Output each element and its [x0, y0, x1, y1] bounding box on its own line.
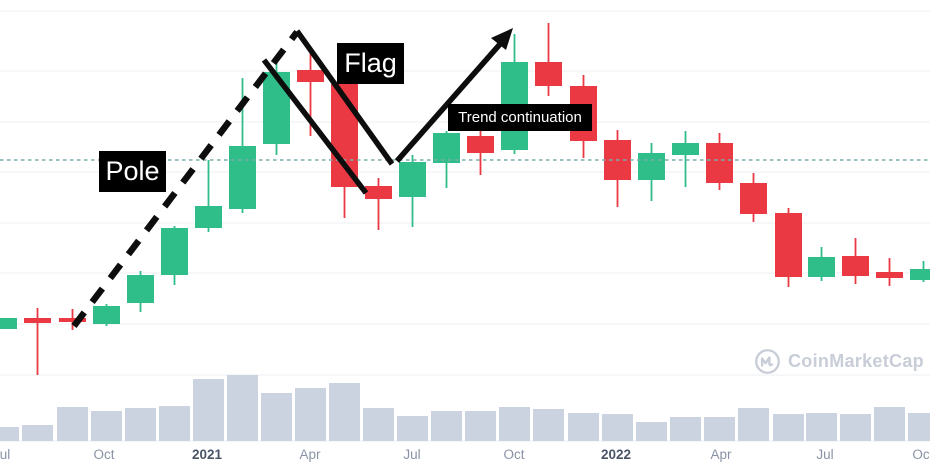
- volume-bar: [227, 375, 258, 441]
- trend-arrow-head: [491, 28, 513, 50]
- candle-body: [775, 213, 802, 277]
- volume-bar: [602, 414, 633, 441]
- volume-bar: [261, 393, 292, 441]
- x-axis-label: Jul: [403, 447, 420, 462]
- candle-body: [365, 186, 392, 199]
- x-axis-label: ul: [0, 447, 10, 462]
- coinmarketcap-watermark: CoinMarketCap: [754, 348, 924, 375]
- candle-body: [467, 136, 494, 153]
- volume-bar: [22, 425, 53, 441]
- x-axis-label: 2022: [601, 447, 631, 462]
- pole-dashed-trendline: [71, 30, 300, 328]
- volume-bar: [363, 408, 394, 441]
- candle-body: [0, 318, 17, 329]
- volume-bar: [773, 414, 804, 441]
- candle-body: [842, 256, 869, 276]
- trend-continuation-label-text: Trend continuation: [458, 109, 582, 126]
- x-axis-label: Oct: [503, 447, 524, 462]
- x-axis-label: 2021: [192, 447, 223, 462]
- x-axis-label: Apr: [299, 447, 321, 462]
- candle-body: [740, 183, 767, 214]
- x-axis-label: Apr: [710, 447, 732, 462]
- candle-body: [127, 275, 154, 303]
- candle-body: [638, 153, 665, 180]
- volume-bar: [295, 388, 326, 441]
- volume-bar: [806, 413, 837, 441]
- volume-bar: [397, 416, 428, 441]
- coinmarketcap-watermark-text: CoinMarketCap: [788, 351, 924, 371]
- coinmarketcap-logo-icon: [754, 348, 781, 375]
- volume-bar: [874, 407, 905, 441]
- volume-bar: [329, 383, 360, 441]
- candle-body: [433, 133, 460, 163]
- volume-bar: [193, 379, 224, 441]
- x-axis-label: Oct: [93, 447, 114, 462]
- candle-body: [910, 269, 930, 280]
- candle-body: [706, 143, 733, 183]
- volume-bar: [636, 422, 667, 441]
- volume-bar: [57, 407, 88, 441]
- flag-label-text: Flag: [344, 48, 397, 78]
- candle-body: [672, 143, 699, 155]
- volume-bar: [533, 409, 564, 441]
- candle-body: [195, 206, 222, 228]
- candle-body: [399, 162, 426, 197]
- trend-continuation-label: Trend continuation: [448, 104, 592, 131]
- flag-channel-line: [261, 58, 369, 195]
- flag-channel-line: [294, 29, 395, 166]
- volume-bar: [125, 408, 156, 441]
- volume-bar: [670, 417, 701, 441]
- volume-bar: [465, 411, 496, 441]
- flag-label: Flag: [337, 43, 404, 84]
- candle-body: [93, 306, 120, 324]
- candle-body: [535, 62, 562, 86]
- volume-bar: [431, 411, 462, 441]
- volume-bar: [704, 417, 735, 441]
- volume-bar: [738, 408, 769, 441]
- candle-body: [808, 257, 835, 277]
- candle-body: [229, 146, 256, 209]
- x-axis-label: Oc: [912, 447, 930, 462]
- volume-bar: [840, 414, 871, 441]
- candle-body: [161, 228, 188, 275]
- volume-bar: [0, 427, 19, 441]
- pole-label: Pole: [99, 151, 166, 192]
- candle-body: [59, 318, 86, 322]
- trend-arrow-line: [394, 41, 504, 163]
- x-axis-label: Jul: [816, 447, 833, 462]
- candle-body: [24, 318, 51, 323]
- volume-bar: [159, 406, 190, 441]
- candle-body: [876, 272, 903, 278]
- candle-body: [297, 70, 324, 82]
- volume-bar: [908, 413, 930, 441]
- volume-bar: [91, 411, 122, 441]
- volume-bar: [568, 413, 599, 441]
- pole-label-text: Pole: [105, 156, 160, 186]
- candle-body: [263, 72, 290, 144]
- volume-bar: [499, 407, 530, 441]
